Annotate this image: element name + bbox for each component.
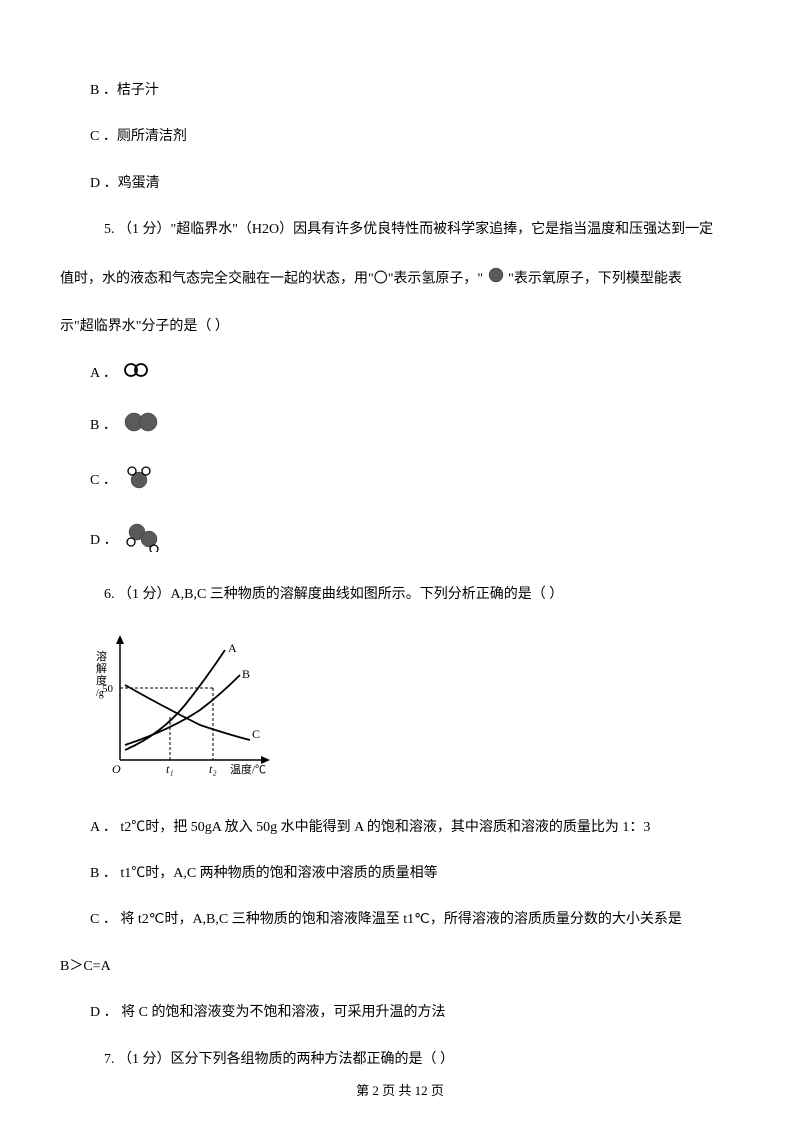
molecule-d-icon [124,522,164,560]
svg-text:t₁: t₁ [166,762,174,776]
molecule-a-icon [123,362,153,386]
svg-text:B: B [242,667,250,681]
question-5-cont: 值时，水的液态和气态完全交融在一起的状态，用"〇"表示氢原子，" "表示氧原子，… [60,266,740,292]
svg-text:温度/℃: 温度/℃ [230,762,266,776]
svg-text:C: C [252,727,260,741]
q5-option-d: D ． [60,522,740,560]
q5-option-b: B ． [60,411,740,441]
opt-c-label: C ． [90,470,117,492]
solubility-chart: 溶 解 度 /g 50 A B C O t₁ t₂ 温度/℃ [90,630,740,788]
question-7: 7. （1 分）区分下列各组物质的两种方法都正确的是（ ） [60,1049,740,1071]
opt-b-label: B ． [90,415,117,437]
oxygen-atom-icon [487,266,505,292]
q5-text-2: 值时，水的液态和气态完全交融在一起的状态，用"〇"表示氢原子，" [60,271,483,286]
question-5: 5. （1 分）"超临界水"（H2O）因具有许多优良特性而被科学家追捧，它是指当… [60,219,740,241]
q6-option-b: B ． t1℃时，A,C 两种物质的饱和溶液中溶质的质量相等 [60,863,740,885]
question-5-cont2: 示"超临界水"分子的是（ ） [60,316,740,338]
q6-option-c-cont: B＞C=A [60,956,740,978]
q5-text-3: "表示氧原子，下列模型能表 [508,271,682,286]
y-tick-50: 50 [102,683,114,695]
q6-option-d: D ． 将 C 的饱和溶液变为不饱和溶液，可采用升温的方法 [60,1002,740,1024]
option-c: C ．厕所清洁剂 [60,126,740,148]
opt-a-label: A ． [90,363,117,385]
option-b: B ．桔子汁 [60,80,740,102]
svg-text:解: 解 [96,661,107,675]
q5-text-4: 示"超临界水"分子的是（ ） [60,319,229,334]
q6-option-a: A ． t2℃时，把 50gA 放入 50g 水中能得到 A 的饱和溶液，其中溶… [60,817,740,839]
molecule-c-icon [123,465,155,497]
q5-text-1: 5. （1 分）"超临界水"（H2O）因具有许多优良特性而被科学家追捧，它是指当… [104,222,713,237]
option-d: D ．鸡蛋清 [60,173,740,195]
svg-text:t₂: t₂ [209,762,217,776]
q5-option-a: A ． [60,362,740,386]
svg-text:A: A [228,641,237,655]
opt-d-label: D ． [90,530,118,552]
q5-option-c: C ． [60,465,740,497]
question-6: 6. （1 分）A,B,C 三种物质的溶解度曲线如图所示。下列分析正确的是（ ） [60,584,740,606]
svg-text:溶: 溶 [96,649,107,663]
molecule-b-icon [123,411,159,441]
svg-text:O: O [112,762,121,776]
page-footer: 第 2 页 共 12 页 [0,1081,800,1102]
q6-option-c: C ． 将 t2℃时，A,B,C 三种物质的饱和溶液降温至 t1℃，所得溶液的溶… [60,909,740,931]
